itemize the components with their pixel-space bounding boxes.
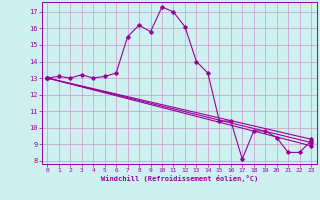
- X-axis label: Windchill (Refroidissement éolien,°C): Windchill (Refroidissement éolien,°C): [100, 175, 258, 182]
